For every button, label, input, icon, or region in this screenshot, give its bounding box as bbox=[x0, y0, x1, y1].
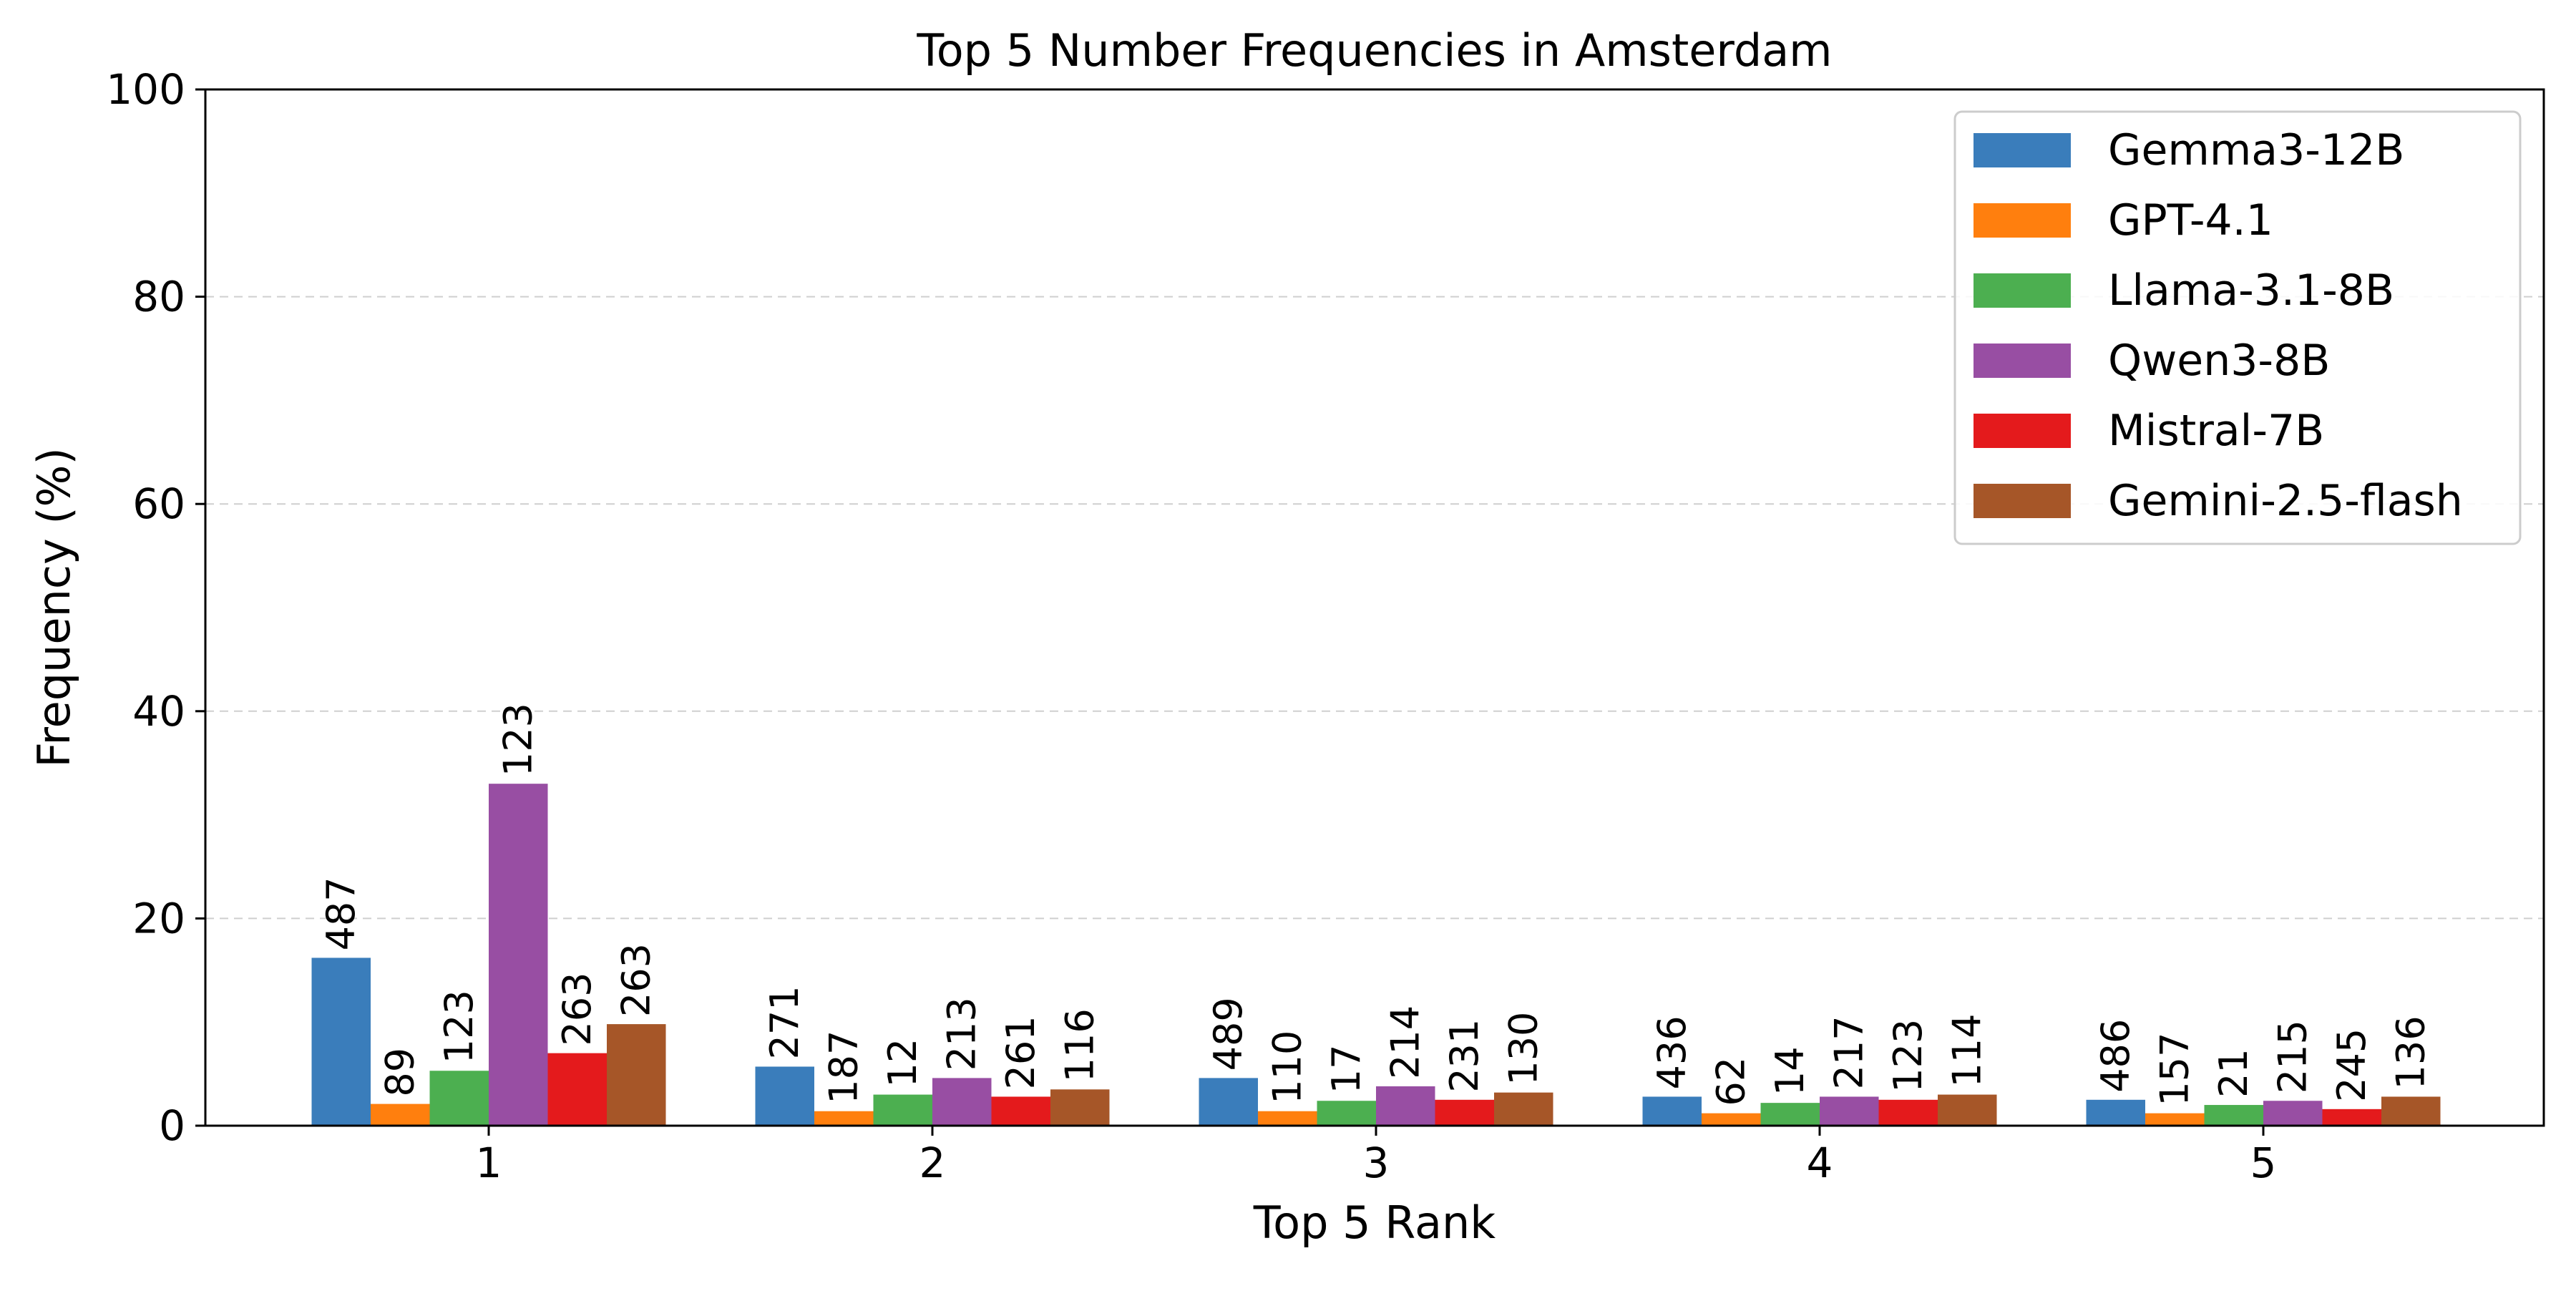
bars bbox=[311, 784, 2441, 1126]
bar bbox=[2145, 1113, 2205, 1126]
bar-value-label: 187 bbox=[821, 1031, 866, 1104]
bar bbox=[311, 958, 371, 1126]
legend-swatch bbox=[1974, 203, 2071, 238]
bar bbox=[2204, 1105, 2263, 1126]
legend-swatch bbox=[1974, 133, 2071, 167]
bar bbox=[1938, 1094, 1997, 1126]
bar bbox=[932, 1078, 992, 1126]
bar-value-label: 263 bbox=[555, 973, 600, 1046]
plot-area-frame bbox=[204, 88, 2545, 1127]
bar-value-label: 114 bbox=[1944, 1013, 1989, 1087]
bar-value-label: 136 bbox=[2388, 1015, 2433, 1089]
bar-value-label: 486 bbox=[2093, 1019, 2138, 1093]
bar bbox=[2263, 1101, 2323, 1126]
bar-value-label: 436 bbox=[1649, 1015, 1694, 1089]
x-tick-label: 2 bbox=[919, 1139, 946, 1187]
bar-value-labels: 487 271 489 436 486 89 187 110 62 157 123 12 17 14 21 1… bbox=[318, 703, 2434, 1106]
bar-value-label: 263 bbox=[613, 943, 658, 1017]
bar-value-label: 487 bbox=[318, 877, 364, 950]
legend-label: Mistral-7B bbox=[2108, 406, 2324, 456]
bar-value-label: 271 bbox=[762, 985, 807, 1059]
bar bbox=[2086, 1099, 2145, 1126]
bar-value-label: 116 bbox=[1057, 1008, 1102, 1082]
bar-value-label: 123 bbox=[495, 703, 540, 776]
bar-value-label: 213 bbox=[939, 997, 984, 1071]
legend-swatch bbox=[1974, 484, 2071, 518]
bar bbox=[873, 1094, 932, 1126]
x-tick-label: 3 bbox=[1363, 1139, 1390, 1187]
x-tick-label: 4 bbox=[1807, 1139, 1833, 1187]
x-tick-label: 5 bbox=[2250, 1139, 2277, 1187]
bar-value-label: 21 bbox=[2211, 1048, 2256, 1098]
y-tick-label: 80 bbox=[132, 273, 185, 321]
y-tick-label: 100 bbox=[106, 65, 185, 114]
bar-value-label: 123 bbox=[436, 990, 482, 1063]
bar bbox=[547, 1053, 607, 1126]
legend: Gemma3-12B GPT-4.1 Llama-3.1-8B Qwen3-8B Mis… bbox=[1953, 110, 2522, 545]
bar-value-label: 130 bbox=[1501, 1012, 1546, 1086]
legend-label: Gemini-2.5-flash bbox=[2108, 476, 2463, 526]
x-tick-label: 1 bbox=[476, 1139, 502, 1187]
bar bbox=[2322, 1109, 2381, 1126]
bar bbox=[1878, 1099, 1938, 1126]
legend-label: GPT-4.1 bbox=[2108, 195, 2273, 245]
y-axis-label: Frequency (%) bbox=[28, 447, 80, 767]
legend-swatch bbox=[1974, 344, 2071, 378]
bar-value-label: 110 bbox=[1264, 1031, 1309, 1104]
bar bbox=[371, 1104, 430, 1126]
legend-swatch bbox=[1974, 414, 2071, 448]
bar-value-label: 12 bbox=[880, 1038, 925, 1088]
x-axis-ticks: 1 2 3 4 5 bbox=[476, 1126, 2277, 1187]
bar-value-label: 62 bbox=[1708, 1057, 1753, 1106]
bar-value-label: 261 bbox=[998, 1015, 1043, 1089]
bar bbox=[814, 1111, 874, 1126]
bar-value-label: 214 bbox=[1382, 1005, 1428, 1079]
bar bbox=[489, 784, 548, 1126]
bar bbox=[755, 1066, 814, 1126]
x-axis-label: Top 5 Rank bbox=[1253, 1197, 1496, 1249]
bar-value-label: 245 bbox=[2329, 1028, 2374, 1102]
chart-title: Top 5 Number Frequencies in Amsterdam bbox=[916, 24, 1832, 77]
bar bbox=[1317, 1101, 1376, 1126]
bar-value-label: 123 bbox=[1885, 1019, 1931, 1093]
y-tick-label: 60 bbox=[132, 479, 185, 528]
bar bbox=[1376, 1086, 1435, 1126]
legend-label: Gemma3-12B bbox=[2108, 125, 2404, 175]
legend-frame bbox=[1953, 110, 2522, 545]
y-tick-label: 20 bbox=[132, 894, 185, 942]
bar-value-label: 89 bbox=[377, 1048, 422, 1097]
bar bbox=[1642, 1096, 1702, 1126]
bar bbox=[1702, 1113, 1761, 1126]
bar bbox=[1199, 1078, 1258, 1126]
bar bbox=[1258, 1111, 1317, 1126]
bar bbox=[2381, 1096, 2441, 1126]
bar-value-label: 17 bbox=[1324, 1045, 1369, 1094]
bar bbox=[991, 1096, 1050, 1126]
legend-swatch bbox=[1974, 273, 2071, 308]
bar-value-label: 215 bbox=[2270, 1020, 2315, 1093]
y-axis-ticks: 0 20 40 60 80 100 bbox=[106, 65, 205, 1150]
legend-label: Llama-3.1-8B bbox=[2108, 265, 2394, 316]
bar bbox=[1435, 1099, 1494, 1126]
bar bbox=[1050, 1089, 1110, 1126]
legend-label: Qwen3-8B bbox=[2108, 336, 2330, 386]
bar bbox=[429, 1071, 489, 1126]
bar bbox=[1760, 1103, 1820, 1126]
y-tick-label: 40 bbox=[132, 687, 185, 736]
bar-value-label: 14 bbox=[1767, 1046, 1813, 1096]
bar-value-label: 157 bbox=[2152, 1033, 2197, 1106]
bar-value-label: 489 bbox=[1206, 997, 1251, 1071]
bar bbox=[607, 1024, 666, 1126]
bar bbox=[1494, 1092, 1553, 1126]
y-tick-label: 0 bbox=[159, 1101, 185, 1150]
bar-value-label: 217 bbox=[1826, 1015, 1871, 1089]
bar bbox=[1820, 1096, 1879, 1126]
bar-value-label: 231 bbox=[1442, 1019, 1487, 1093]
